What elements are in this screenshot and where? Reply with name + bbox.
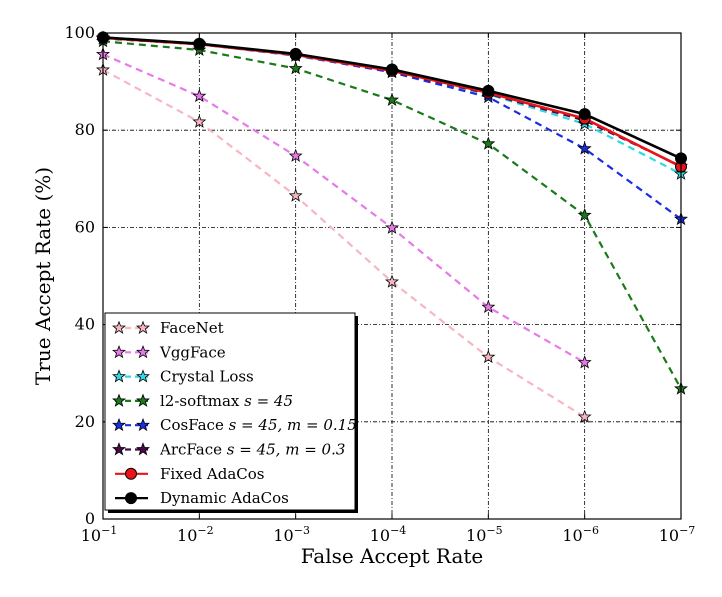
legend-entry: Fixed AdaCos: [115, 465, 265, 483]
legend-swatch-marker: [112, 393, 126, 407]
y-tick-label: 20: [75, 412, 95, 431]
data-point: [386, 63, 398, 76]
legend-label: CosFace s = 45, m = 0.15: [160, 416, 357, 434]
x-axis-title: False Accept Rate: [301, 544, 484, 568]
data-point: [385, 274, 399, 288]
data-point: [288, 148, 303, 162]
data-point: [288, 61, 303, 75]
legend-label: VggFace: [159, 343, 226, 361]
x-tick-label: 10−4: [370, 524, 407, 545]
data-point: [481, 349, 496, 364]
legend-entry: Crystal Loss: [112, 368, 254, 386]
y-tick-label: 100: [64, 23, 95, 42]
legend-box: [104, 312, 356, 511]
x-tick-label: 10−1: [81, 524, 118, 545]
legend-swatch-marker: [136, 344, 150, 359]
legend-swatch-marker: [136, 442, 150, 456]
data-point: [481, 136, 496, 150]
y-tick-label: 0: [85, 509, 95, 528]
data-point: [193, 37, 206, 50]
data-point: [577, 355, 592, 369]
legend-label: Fixed AdaCos: [160, 465, 265, 483]
legend-swatch-marker: [112, 369, 126, 383]
y-tick-label: 40: [75, 315, 95, 334]
legend-swatch-marker: [125, 492, 137, 505]
y-tick-label: 60: [75, 217, 95, 236]
data-point: [288, 188, 303, 202]
legend-swatch-marker: [136, 369, 150, 383]
legend-entry: VggFace: [112, 343, 226, 361]
x-tick-label: 10−3: [273, 524, 310, 545]
data-point: [289, 47, 302, 60]
data-point: [482, 84, 495, 97]
data-point: [577, 207, 592, 222]
legend-label: Dynamic AdaCos: [160, 489, 289, 507]
legend-label: FaceNet: [160, 319, 224, 337]
legend-swatch-marker: [125, 467, 137, 480]
legend-entry: CosFace s = 45, m = 0.15: [112, 416, 357, 434]
legend-swatch-marker: [136, 393, 150, 407]
y-tick-label: 80: [75, 120, 95, 139]
legend-swatch-marker: [112, 344, 126, 359]
x-tick-label: 10−5: [466, 524, 503, 545]
series-layer: [96, 30, 688, 423]
legend-swatch-marker: [136, 417, 150, 432]
x-tick-label: 10−2: [177, 524, 214, 545]
legend-entry: FaceNet: [112, 319, 224, 337]
x-tick-label: 10−7: [659, 524, 696, 545]
series-line: [102, 53, 586, 364]
data-point: [385, 92, 399, 107]
data-point: [481, 299, 496, 314]
legend-entry: Dynamic AdaCos: [115, 489, 289, 507]
legend-label: l2-softmax s = 45: [160, 392, 293, 410]
data-point: [192, 88, 207, 103]
legend: FaceNet VggFace Crystal Loss l2-softmax s =…: [104, 312, 358, 513]
legend-swatch-marker: [136, 320, 150, 334]
data-point: [385, 220, 399, 234]
data-point: [577, 141, 592, 155]
legend-entry: ArcFace s = 45, m = 0.3: [112, 441, 345, 459]
y-axis-ticks: 0 20 40 60 80 100: [64, 23, 681, 528]
legend-swatch-marker: [112, 320, 126, 334]
series-7: [97, 31, 687, 165]
legend-label: ArcFace s = 45, m = 0.3: [159, 441, 345, 459]
series-0: [96, 62, 592, 423]
legend-entry: l2-softmax s = 45: [112, 392, 293, 410]
data-point: [192, 114, 207, 128]
legend-swatch-marker: [112, 442, 126, 456]
legend-swatch-marker: [112, 417, 126, 432]
data-point: [578, 108, 591, 121]
legend-label: Crystal Loss: [160, 368, 254, 386]
y-axis-title: True Accept Rate (%): [31, 167, 55, 385]
data-point: [577, 409, 592, 423]
x-tick-label: 10−6: [562, 524, 599, 545]
